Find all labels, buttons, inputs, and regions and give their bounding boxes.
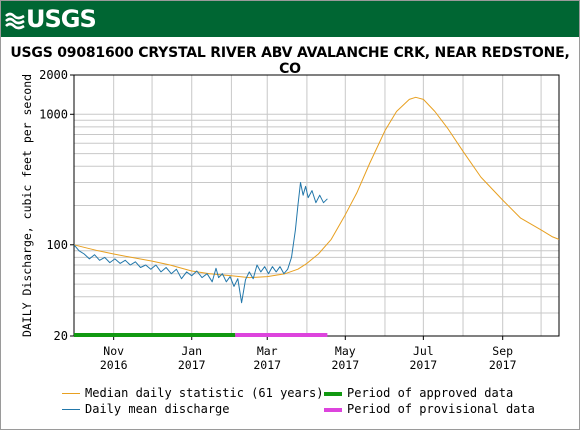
x-tick-label-year: 2016 bbox=[100, 358, 128, 372]
x-tick-label-month: Jul bbox=[413, 344, 434, 358]
x-tick-label-year: 2017 bbox=[331, 358, 359, 372]
legend-label-median: Median daily statistic (61 years) bbox=[85, 386, 324, 400]
legend-label-daily-mean: Daily mean discharge bbox=[85, 402, 230, 416]
y-tick-label: 2000 bbox=[39, 68, 68, 82]
y-axis-label: DAILY Discharge, cubic feet per second bbox=[20, 74, 34, 337]
legend-item-daily-mean: Daily mean discharge bbox=[62, 402, 230, 416]
legend-swatch-approved bbox=[324, 391, 342, 396]
x-tick-label-month: Nov bbox=[103, 344, 124, 358]
usgs-logo[interactable]: USGS bbox=[5, 5, 97, 33]
usgs-logo-text: USGS bbox=[26, 5, 97, 33]
legend-label-provisional: Period of provisional data bbox=[347, 402, 535, 416]
x-tick-label-month: Mar bbox=[257, 344, 278, 358]
y-tick-label: 20 bbox=[54, 329, 68, 343]
usgs-wave-icon bbox=[5, 12, 25, 30]
median-daily-statistic-line bbox=[73, 96, 560, 279]
legend-item-median: Median daily statistic (61 years) bbox=[62, 386, 323, 400]
provisional-period-bar bbox=[235, 333, 328, 337]
usgs-header-bar: USGS bbox=[1, 1, 579, 37]
approved-period-bar bbox=[74, 333, 236, 337]
legend-item-provisional: Period of provisional data bbox=[324, 402, 535, 416]
x-tick-label-month: Sep bbox=[492, 344, 513, 358]
y-tick-label: 100 bbox=[46, 238, 68, 252]
legend-swatch-median bbox=[62, 393, 80, 394]
legend-label-approved: Period of approved data bbox=[347, 386, 514, 400]
daily-mean-discharge-line bbox=[73, 182, 328, 304]
x-tick-label-year: 2017 bbox=[253, 358, 281, 372]
x-tick-label-year: 2017 bbox=[178, 358, 206, 372]
x-tick-label-year: 2017 bbox=[410, 358, 438, 372]
x-tick-label-year: 2017 bbox=[489, 358, 517, 372]
chart-title: USGS 09081600 CRYSTAL RIVER ABV AVALANCH… bbox=[10, 45, 570, 77]
x-tick-label-month: May bbox=[335, 344, 356, 358]
x-tick-label-month: Jan bbox=[181, 344, 202, 358]
y-tick-label: 1000 bbox=[39, 107, 68, 121]
legend-swatch-daily-mean bbox=[62, 409, 80, 410]
legend-item-approved: Period of approved data bbox=[324, 386, 513, 400]
legend-swatch-provisional bbox=[324, 407, 342, 412]
